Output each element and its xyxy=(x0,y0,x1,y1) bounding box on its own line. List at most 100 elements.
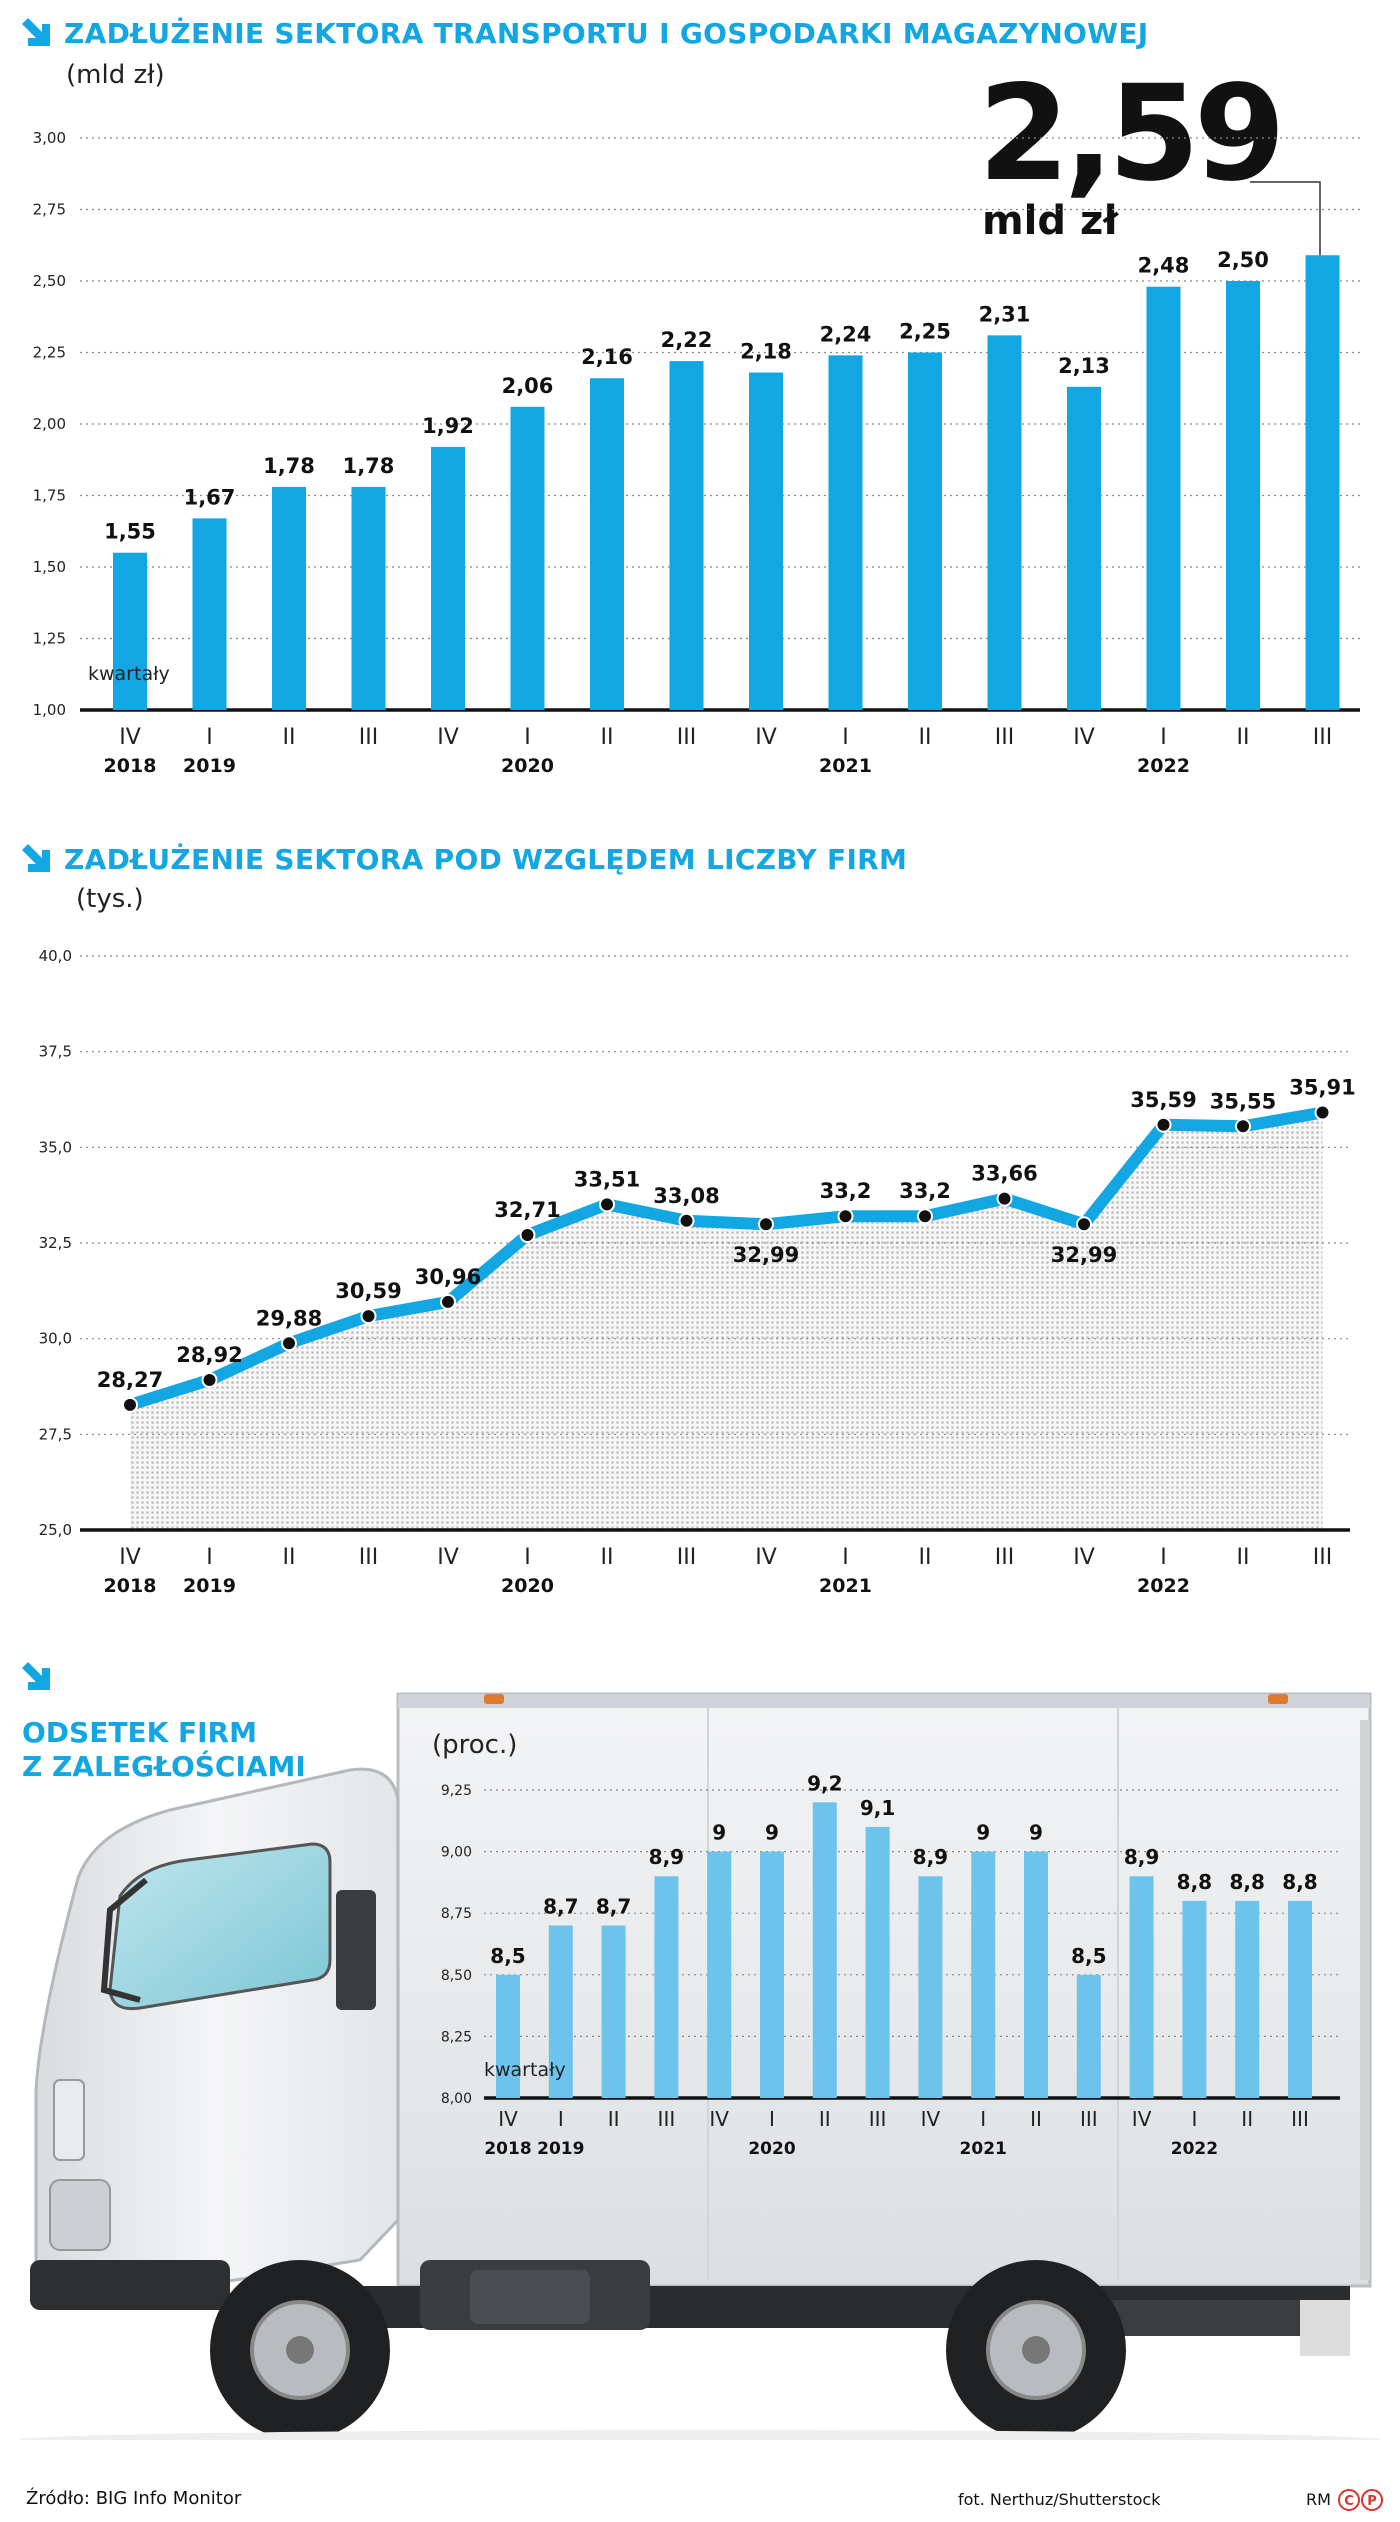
chart2-data-label: 35,55 xyxy=(1210,1089,1276,1113)
author-initials: RM xyxy=(1306,2490,1331,2509)
chart1-bar xyxy=(1305,255,1340,710)
chart1-x-tick-label: I xyxy=(206,725,213,750)
chart3-year-label: 2022 xyxy=(1171,2139,1218,2159)
chart2-x-tick-label: I xyxy=(206,1545,213,1570)
chart3-data-label: 9,1 xyxy=(860,1796,895,1820)
chart1-data-label: 2,24 xyxy=(820,322,872,346)
chart3-data-label: 8,9 xyxy=(913,1845,948,1869)
chart3-year-label: 2018 xyxy=(484,2139,531,2159)
chart1-bar xyxy=(749,372,783,710)
chart2-data-point xyxy=(758,1216,774,1233)
photo-credit: fot. Nerthuz/Shutterstock xyxy=(958,2490,1161,2509)
chart2-data-point xyxy=(837,1208,854,1225)
chart3-bar xyxy=(654,1876,679,2098)
chart3-y-tick-label: 8,25 xyxy=(441,2029,472,2045)
chart2-data-label: 32,99 xyxy=(1051,1243,1117,1267)
chart2-year-label: 2019 xyxy=(183,1575,236,1597)
chart2-data-label: 28,27 xyxy=(97,1368,163,1392)
chart2-y-tick-label: 25,0 xyxy=(39,1521,72,1539)
chart2-data-point xyxy=(519,1226,536,1243)
chart1-bar xyxy=(1067,386,1101,710)
chart1-bar xyxy=(908,352,942,710)
chart1-x-tick-label: IV xyxy=(755,725,777,750)
chart1-bar xyxy=(590,378,624,710)
chart2-x-tick-label: IV xyxy=(755,1545,777,1570)
chart2-y-tick-label: 30,0 xyxy=(39,1330,72,1348)
highlight-value: 2,59 xyxy=(978,57,1286,211)
chart3-data-label: 9,2 xyxy=(807,1771,842,1795)
chart1-data-label: 2,13 xyxy=(1058,354,1110,378)
chart2-header: ZADŁUŻENIE SEKTORA POD WZGLĘDEM LICZBY F… xyxy=(20,842,907,876)
chart2-data-point xyxy=(599,1196,615,1213)
chart1-y-tick-label: 1,50 xyxy=(33,558,66,576)
chart3-x-tick-label: I xyxy=(769,2107,775,2131)
chart2-x-tick-label: II xyxy=(601,1545,614,1570)
chart1-data-label: 1,67 xyxy=(184,485,236,509)
chart3-bar xyxy=(971,1851,996,2098)
chart3-x-tick-label: I xyxy=(1191,2107,1197,2131)
chart2-data-point xyxy=(917,1208,933,1225)
chart2-data-label: 35,91 xyxy=(1289,1076,1355,1100)
chart3-title-line1: ODSETEK FIRM xyxy=(22,1716,257,1749)
chart1-data-label: 2,25 xyxy=(899,320,951,344)
chart3-x-tick-label: III xyxy=(869,2107,887,2131)
chart1-x-tick-label: II xyxy=(1237,725,1250,750)
chart3-bar xyxy=(1076,1974,1101,2098)
chart1-bar xyxy=(351,486,386,710)
chart1-data-label: 1,78 xyxy=(263,454,315,478)
chart2-line-chart: 25,027,530,032,535,037,540,0IV I II III IV I I… xyxy=(39,947,1356,1597)
chart3-data-label: 8,9 xyxy=(1124,1845,1159,1869)
chart1-data-label: 2,16 xyxy=(581,345,633,369)
chart3-year-label: 2019 xyxy=(537,2139,584,2159)
chart2-y-tick-label: 35,0 xyxy=(39,1138,72,1156)
highlight-unit: mld zł xyxy=(982,198,1119,244)
chart3-data-label: 9 xyxy=(1029,1821,1043,1845)
chart3-x-tick-label: I xyxy=(980,2107,986,2131)
chart3-bar xyxy=(865,1826,890,2098)
chart3-x-tick-label: II xyxy=(608,2107,620,2131)
arrow-down-right-icon xyxy=(22,1662,50,1690)
chart3-data-label: 8,8 xyxy=(1229,1870,1264,1894)
chart2-data-point xyxy=(440,1293,456,1310)
chart2-data-point xyxy=(122,1396,138,1413)
chart3-x-tick-label: III xyxy=(1291,2107,1309,2131)
chart1-data-label: 2,50 xyxy=(1217,248,1269,272)
chart2-data-point xyxy=(360,1308,377,1325)
chart1-bar xyxy=(1226,281,1260,710)
chart3-title-line2: Z ZALEGŁOŚCIAMI xyxy=(22,1750,306,1783)
chart3-bar xyxy=(1024,1851,1048,2098)
chart1-title: ZADŁUŻENIE SEKTORA TRANSPORTU I GOSPODAR… xyxy=(64,16,1149,50)
chart3-x-tick-label: II xyxy=(1030,2107,1042,2131)
chart2-y-tick-label: 37,5 xyxy=(39,1043,72,1061)
chart1-unit: (mld zł) xyxy=(66,60,165,90)
chart2-data-point xyxy=(1076,1216,1092,1233)
chart2-x-tick-label: I xyxy=(842,1545,849,1570)
chart3-x-tick-label: IV xyxy=(1132,2107,1152,2131)
chart2-data-label: 28,92 xyxy=(176,1343,242,1367)
chart3-data-label: 8,5 xyxy=(1071,1944,1106,1968)
chart3-y-tick-label: 8,50 xyxy=(441,1968,472,1984)
chart2-data-point xyxy=(201,1371,218,1388)
chart2-data-label: 32,71 xyxy=(494,1198,560,1222)
chart3-bar xyxy=(548,1925,573,2098)
chart1-bar xyxy=(272,486,306,710)
chart3-bar xyxy=(601,1925,626,2098)
chart2-x-tick-label: IV xyxy=(119,1545,141,1570)
chart2-data-point xyxy=(281,1335,297,1352)
source-text: Źródło: BIG Info Monitor xyxy=(26,2488,242,2509)
chart2-year-label: 2022 xyxy=(1137,1575,1190,1597)
chart3-x-tick-label: IV xyxy=(709,2107,729,2131)
chart1-data-label: 2,06 xyxy=(502,374,554,398)
chart2-x-tick-label: II xyxy=(1237,1545,1250,1570)
chart2-year-label: 2018 xyxy=(104,1575,157,1597)
svg-text:P: P xyxy=(1367,2494,1377,2509)
chart2-data-label: 33,66 xyxy=(971,1162,1037,1186)
chart3-unit: (proc.) xyxy=(432,1730,518,1760)
chart1-x-tick-label: I xyxy=(524,725,531,750)
chart1-highlight-leader xyxy=(1250,181,1321,256)
chart1-year-label: 2021 xyxy=(819,755,872,777)
chart1-bar xyxy=(1146,286,1181,710)
chart1-y-tick-label: 2,00 xyxy=(33,415,66,433)
